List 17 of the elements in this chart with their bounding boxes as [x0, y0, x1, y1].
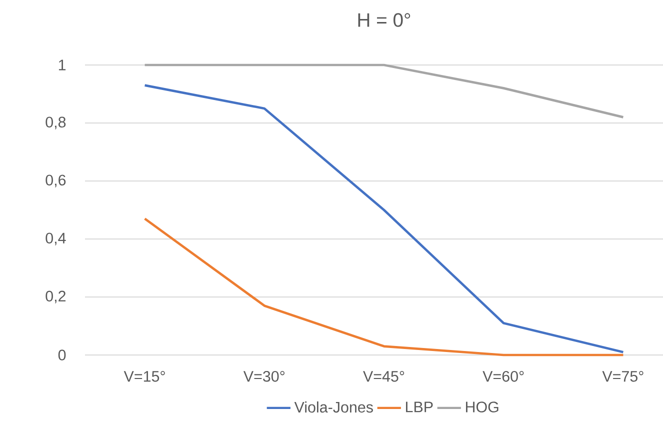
- x-tick-label: V=30°: [243, 370, 284, 382]
- line-series: [144, 84, 624, 354]
- legend-label: LBP: [406, 402, 433, 412]
- x-tick-label: V=75°: [602, 370, 644, 382]
- y-tick-label: 0,8: [46, 116, 66, 130]
- y-tick-label: 1: [58, 60, 66, 70]
- x-tick-label: V=60°: [482, 370, 524, 382]
- chart-title: H = 0°: [358, 13, 410, 27]
- line-series: [144, 218, 624, 356]
- legend-label: Viola-Jones: [294, 401, 373, 413]
- x-tick-label: V=45°: [363, 370, 404, 382]
- y-tick-label: 0,4: [46, 232, 66, 246]
- y-tick-label: 0,2: [46, 290, 66, 304]
- legend-label: HOG: [466, 402, 498, 412]
- y-tick-label: 0: [58, 350, 66, 360]
- y-tick-label: 0,6: [46, 174, 66, 188]
- x-tick-label: V=15°: [124, 370, 165, 382]
